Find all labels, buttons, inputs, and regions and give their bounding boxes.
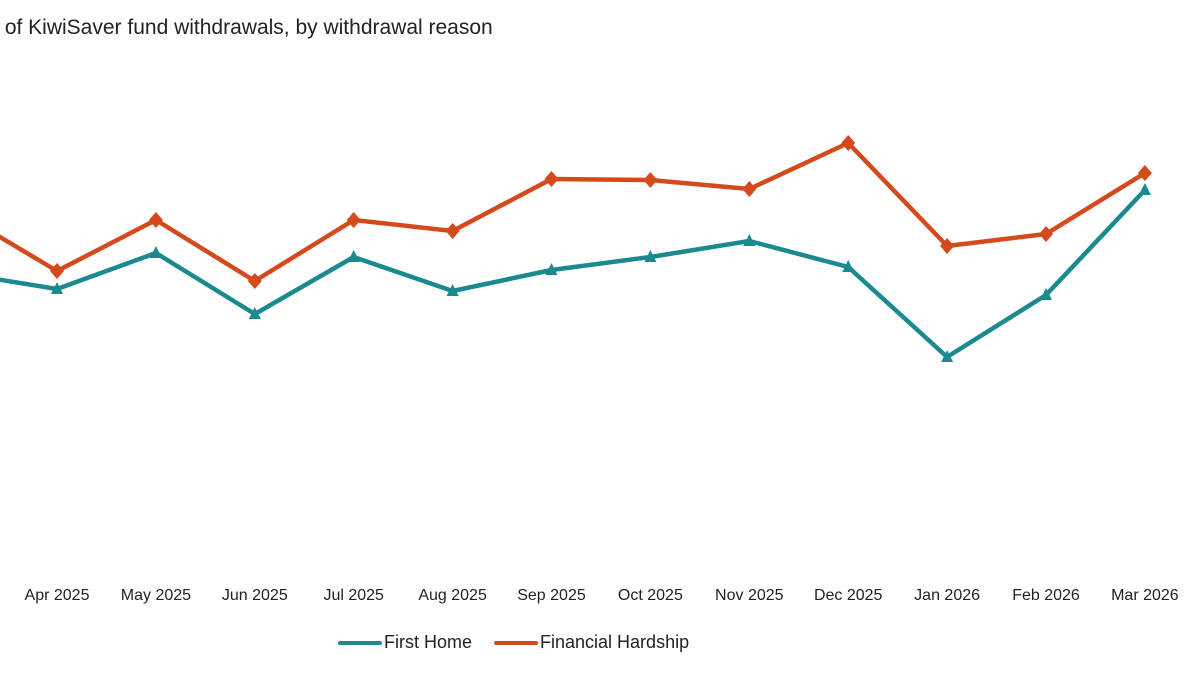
legend-item-first-home[interactable]: First Home — [338, 632, 472, 653]
x-tick-label: Jun 2025 — [222, 587, 288, 604]
data-point — [247, 273, 262, 289]
data-point — [248, 307, 261, 319]
data-point — [1137, 165, 1152, 181]
data-point — [545, 263, 558, 275]
legend-swatch-first-home — [338, 640, 382, 645]
data-point — [445, 223, 460, 239]
x-tick-label: Oct 2025 — [618, 587, 683, 604]
data-point — [644, 250, 657, 262]
data-point — [346, 212, 361, 228]
x-tick-label: Jan 2026 — [914, 587, 980, 604]
data-point — [1039, 226, 1053, 242]
legend: First Home Financial Hardship — [338, 632, 689, 653]
data-point — [1040, 288, 1052, 300]
data-point — [743, 234, 756, 246]
data-point — [544, 171, 559, 187]
legend-swatch-financial-hardship — [494, 640, 539, 645]
data-point — [149, 246, 162, 258]
x-tick-label: Apr 2025 — [25, 587, 90, 604]
data-point — [50, 263, 64, 279]
legend-item-financial-hardship[interactable]: Financial Hardship — [494, 632, 689, 653]
x-tick-label: Sep 2025 — [517, 587, 586, 604]
data-point — [940, 238, 955, 254]
chart-title: r of KiwiSaver fund withdrawals, by with… — [0, 16, 493, 39]
x-tick-label: Mar 2026 — [1111, 587, 1179, 604]
data-point — [148, 212, 163, 228]
data-point — [643, 172, 658, 188]
data-point — [446, 284, 459, 296]
data-point — [941, 350, 954, 362]
x-tick-label: May 2025 — [121, 587, 191, 604]
x-tick-label: Jul 2025 — [323, 587, 384, 604]
data-point — [842, 260, 855, 272]
x-tick-label: Nov 2025 — [715, 587, 784, 604]
data-point — [841, 135, 856, 151]
x-tick-label: Feb 2026 — [1012, 587, 1080, 604]
legend-label: First Home — [384, 632, 473, 652]
x-tick-label: Aug 2025 — [418, 587, 487, 604]
legend-label: Financial Hardship — [540, 632, 690, 652]
series-line-first-home — [0, 188, 1147, 360]
x-tick-label: Dec 2025 — [814, 587, 883, 604]
data-point — [347, 250, 360, 262]
data-point — [51, 282, 63, 294]
data-point — [742, 181, 757, 197]
data-point — [1138, 183, 1151, 195]
